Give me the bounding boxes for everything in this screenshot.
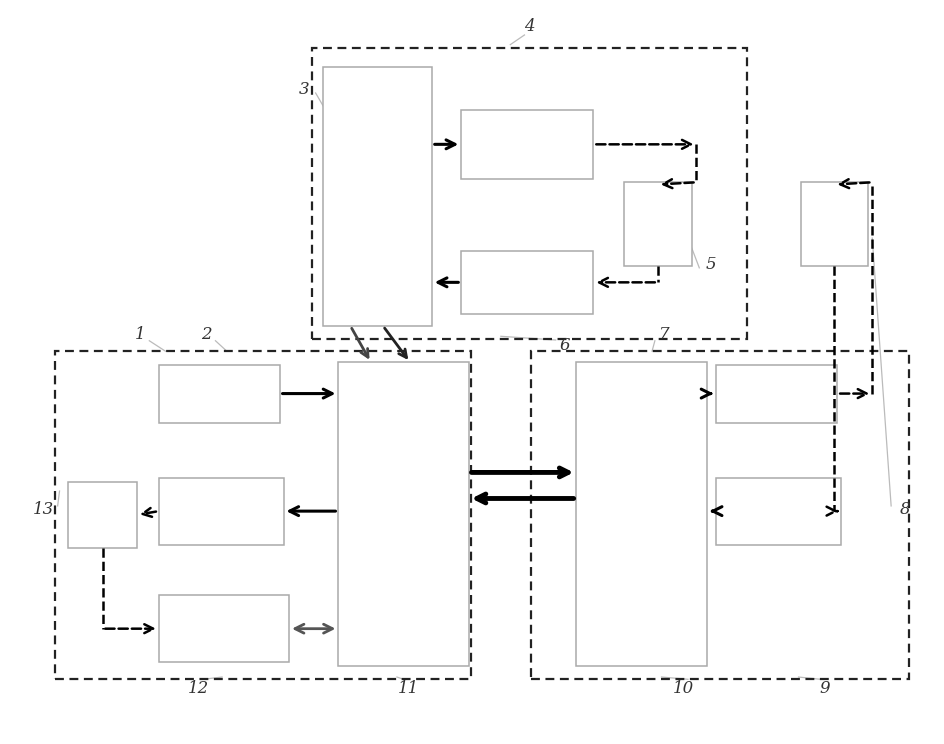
Text: 7: 7 (658, 327, 669, 343)
Bar (576, 362, 706, 666)
Bar (461, 251, 593, 314)
Bar (159, 478, 283, 545)
Bar (716, 478, 840, 545)
Bar (323, 67, 431, 326)
Text: 11: 11 (397, 680, 418, 696)
Bar (55, 351, 470, 679)
Text: 9: 9 (818, 680, 830, 696)
Bar (68, 482, 137, 548)
Text: 1: 1 (134, 327, 145, 343)
Text: 2: 2 (200, 327, 211, 343)
Bar (801, 182, 867, 266)
Text: 3: 3 (298, 81, 310, 97)
Text: 8: 8 (899, 501, 910, 518)
Bar (312, 48, 746, 339)
Bar (531, 351, 908, 679)
Text: 10: 10 (672, 680, 693, 696)
Bar (159, 595, 289, 662)
Text: 5: 5 (704, 256, 716, 272)
Bar (461, 110, 593, 179)
Text: 13: 13 (33, 501, 54, 518)
Bar (338, 362, 468, 666)
Text: 4: 4 (523, 18, 534, 34)
Bar (623, 182, 691, 266)
Text: 6: 6 (559, 338, 570, 354)
Text: 12: 12 (188, 680, 209, 696)
Bar (716, 365, 836, 423)
Bar (159, 365, 279, 423)
